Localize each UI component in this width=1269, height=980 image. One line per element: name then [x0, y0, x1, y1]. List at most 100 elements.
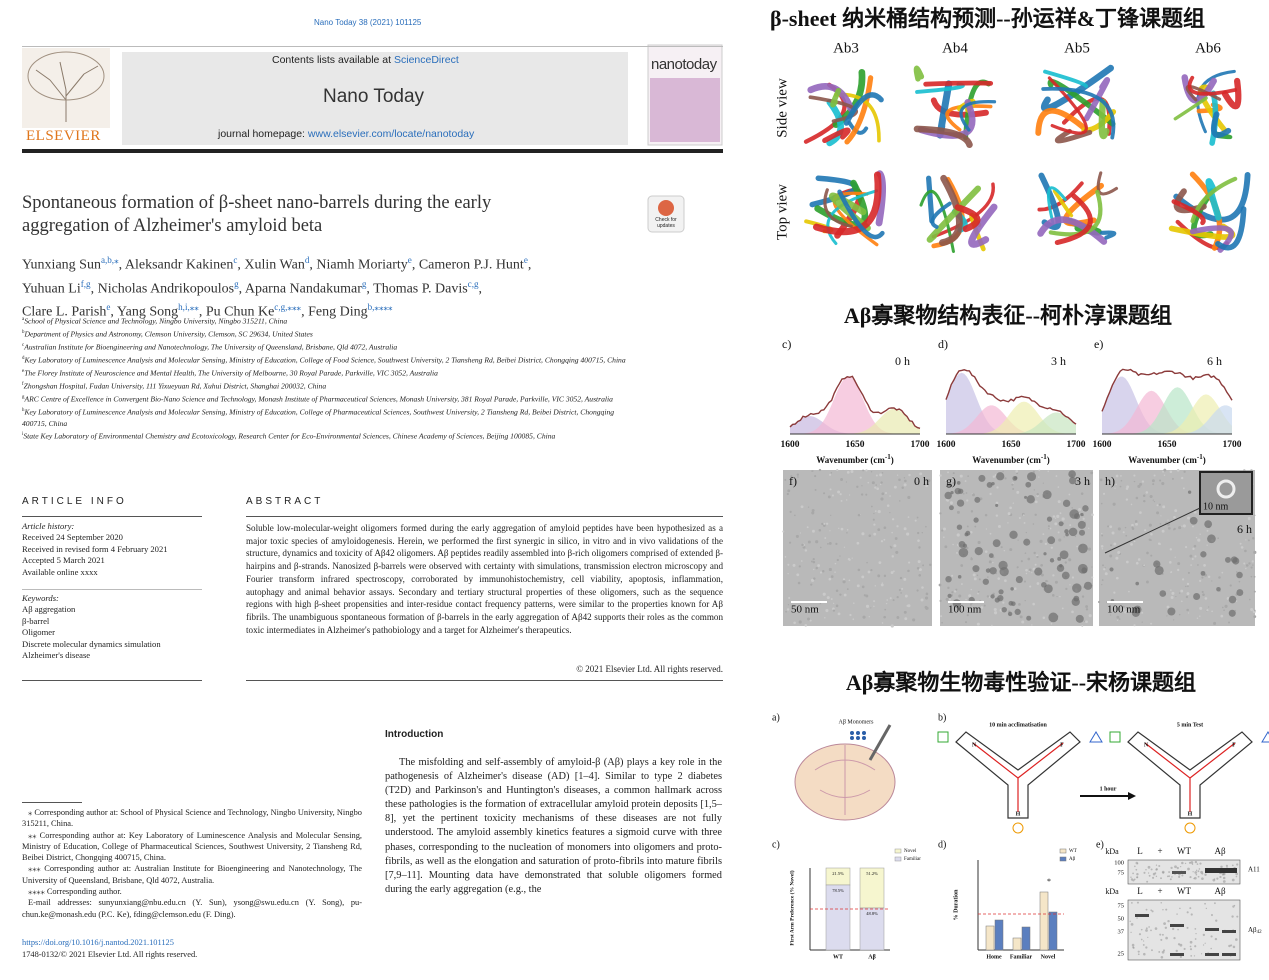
tem-noise [1228, 621, 1231, 624]
blot-noise [1160, 902, 1163, 904]
tem-noise [1170, 595, 1174, 599]
blot-noise [1138, 933, 1142, 936]
blot-noise [1201, 877, 1204, 880]
protein-ribbon [926, 185, 982, 243]
tem-particle [1216, 586, 1221, 592]
time-label: 0 h [895, 354, 910, 368]
tem-noise [1007, 522, 1009, 524]
tem-noise [797, 476, 799, 478]
tem-particle [1082, 505, 1089, 512]
tem-noise [865, 493, 868, 496]
contents-link[interactable]: ScienceDirect [393, 54, 459, 66]
tem-particle [1007, 611, 1013, 617]
tem-noise [861, 575, 865, 579]
tem-noise [1167, 526, 1171, 530]
tem-noise [1125, 487, 1129, 490]
tem-noise [1253, 575, 1256, 578]
tem-particle [956, 499, 965, 507]
band [1172, 871, 1186, 874]
check-updates[interactable]: Check for updates [655, 217, 677, 229]
tem-noise [865, 594, 869, 598]
homepage-link[interactable]: www.elsevier.com/locate/nanotoday [307, 128, 475, 140]
tem-noise [1125, 560, 1129, 564]
tem-noise [896, 616, 900, 619]
tem-noise [873, 605, 875, 608]
tem-noise [834, 571, 836, 573]
protein-ribbon [926, 175, 935, 224]
tem-noise [1133, 540, 1136, 543]
tem-particle [1048, 612, 1059, 623]
tem-noise [1111, 531, 1115, 535]
protein-ribbon [930, 201, 952, 229]
tem-noise [1057, 500, 1061, 504]
affiliation: cAustralian Institute for Bioengineering… [22, 340, 634, 353]
protein-ribbon [822, 127, 851, 144]
tem-noise [1218, 576, 1221, 579]
blot-noise [1147, 865, 1151, 869]
lane-label: Aβ [1214, 846, 1225, 856]
tem-noise [1012, 502, 1015, 504]
tem-noise [925, 525, 927, 528]
tem-noise [1031, 624, 1033, 626]
tem-noise [822, 570, 825, 573]
tem-noise [1032, 602, 1035, 606]
tem-particle [954, 487, 962, 495]
tem-noise [1239, 542, 1242, 545]
legend-label: WT [1069, 849, 1077, 854]
tem-noise [1085, 605, 1089, 608]
tem-noise [1110, 544, 1113, 547]
tem-noise [880, 583, 884, 587]
protein-ribbon [843, 92, 884, 126]
history-item: Received 24 September 2020 [22, 532, 123, 543]
blot-noise [1236, 863, 1239, 866]
tem-noise [890, 624, 894, 628]
tem-noise [1207, 575, 1211, 579]
blot-noise [1210, 914, 1213, 917]
tem-noise [1133, 480, 1136, 483]
tem-noise [1039, 539, 1043, 543]
tem-noise [1130, 503, 1133, 506]
band [1222, 953, 1236, 956]
tem-noise [1163, 468, 1167, 472]
tem-particle [1023, 538, 1031, 546]
tem-noise [1029, 585, 1032, 588]
tem-noise [1206, 529, 1209, 532]
tem-noise [1128, 590, 1130, 593]
tem-noise [834, 562, 837, 565]
blot-noise [1214, 902, 1216, 905]
tem-particle [992, 539, 1001, 548]
tem-noise [916, 566, 920, 570]
doi[interactable]: https://doi.org/10.1016/j.nantod.2021.10… [22, 938, 174, 947]
tem-noise [1071, 610, 1074, 614]
tem-noise [1107, 525, 1110, 528]
tem-noise [848, 494, 851, 496]
tem-particle [1167, 607, 1176, 616]
tem-noise [993, 608, 997, 612]
tem-noise [945, 499, 948, 501]
protein-ribbon [1187, 75, 1238, 96]
blot-noise [1132, 946, 1135, 949]
tem-noise [1112, 502, 1116, 506]
tem-noise [1152, 483, 1155, 486]
novel-marker [937, 731, 949, 743]
history-heading: Article history: [22, 521, 75, 531]
band [1170, 924, 1184, 927]
tem-noise [1252, 537, 1255, 540]
tem-noise [787, 489, 791, 493]
tem-noise [1180, 476, 1184, 480]
monomer-dot [862, 736, 866, 740]
tem-noise [1186, 592, 1190, 596]
tem-noise [921, 532, 923, 534]
tem-noise [792, 563, 796, 567]
arm-label: H [1188, 811, 1193, 817]
tem-noise [1174, 556, 1176, 558]
tem-noise [1101, 579, 1104, 581]
inset-particle [1216, 479, 1236, 499]
tem-noise [1055, 475, 1058, 477]
maze-path [972, 742, 1064, 812]
home-marker [1184, 822, 1196, 834]
affiliation-mark: f [22, 381, 24, 387]
tem-noise [1235, 571, 1238, 573]
tem-noise [1069, 524, 1072, 527]
affiliation-mark: b [22, 329, 25, 335]
